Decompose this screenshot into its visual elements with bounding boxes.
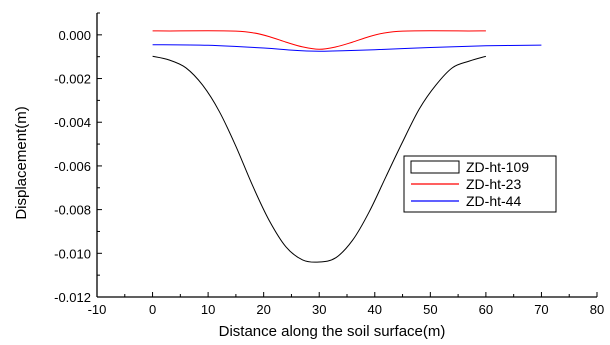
y-tick-label: 0.000 xyxy=(58,28,91,43)
legend-label-1: ZD-ht-109 xyxy=(466,159,529,175)
x-tick-label: 80 xyxy=(590,302,604,317)
x-tick-label: 10 xyxy=(201,302,215,317)
series-line-1 xyxy=(152,55,487,263)
legend-swatch-1 xyxy=(410,160,460,174)
x-tick-label: 50 xyxy=(423,302,437,317)
y-tick-label: -0.012 xyxy=(54,290,91,305)
axes: -10 0 10 20 30 40 50 60 70 80 0.000 -0.002 -0.004 -0.… xyxy=(13,12,604,340)
y-tick-label: -0.008 xyxy=(54,203,91,218)
series-line-3 xyxy=(152,44,542,52)
y-tick-label: -0.010 xyxy=(54,246,91,261)
legend-label-2: ZD-ht-23 xyxy=(466,176,521,192)
x-tick-label: 0 xyxy=(149,302,156,317)
y-tick-label: -0.004 xyxy=(54,115,91,130)
x-axis-title: Distance along the soil surface(m) xyxy=(219,323,446,340)
plot-lines xyxy=(152,30,542,263)
y-tick-label: -0.006 xyxy=(54,159,91,174)
x-tick-label: 40 xyxy=(368,302,382,317)
x-tick-label: 20 xyxy=(256,302,270,317)
x-tick-label: -10 xyxy=(88,302,107,317)
legend-label-3: ZD-ht-44 xyxy=(466,193,521,209)
series-line-2 xyxy=(152,30,486,50)
x-tick-label: 30 xyxy=(312,302,326,317)
y-tick-label: -0.002 xyxy=(54,72,91,87)
y-axis-title: Displacement(m) xyxy=(13,106,30,219)
x-tick-label: 70 xyxy=(534,302,548,317)
x-tick-label: 60 xyxy=(479,302,493,317)
